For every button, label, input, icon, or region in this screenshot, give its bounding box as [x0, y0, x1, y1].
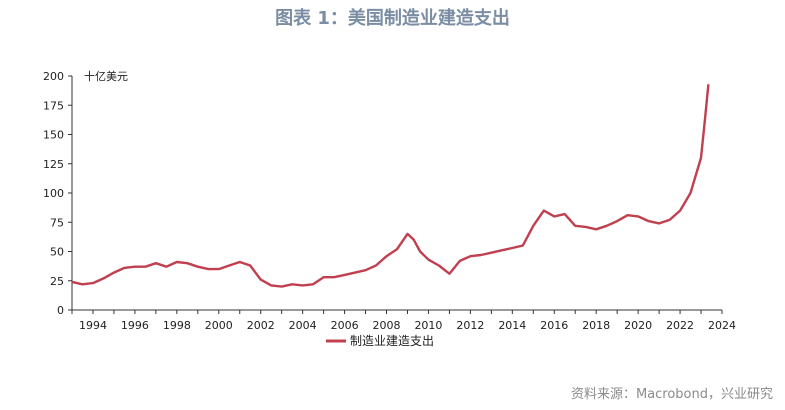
y-tick-label: 150: [43, 129, 64, 142]
x-tick-label: 2004: [289, 319, 317, 332]
x-tick-label: 1998: [163, 319, 191, 332]
x-tick-label: 2008: [373, 319, 401, 332]
x-tick-label: 2010: [414, 319, 442, 332]
x-tick-label: 2020: [624, 319, 652, 332]
axes: [71, 76, 722, 311]
x-tick-label: 2002: [247, 319, 275, 332]
series-lines: [71, 84, 710, 288]
chart-title: 图表 1：美国制造业建造支出: [275, 8, 510, 29]
x-tick-label: 1994: [79, 319, 107, 332]
y-axis-ticks: 0 25 50 75 100 125 150 175 200: [43, 70, 72, 317]
x-tick-label: 2014: [498, 319, 526, 332]
y-tick-label: 25: [50, 275, 64, 288]
x-axis-ticks: 1994 1996 1998 2000 2002 2004 2006 2008 2010 2012…: [71, 310, 736, 332]
y-unit-label: 十亿美元: [84, 69, 128, 83]
x-tick-label: 2000: [205, 319, 233, 332]
y-tick-label: 75: [50, 216, 64, 229]
x-tick-label: 2022: [666, 319, 694, 332]
y-tick-label: 200: [43, 70, 64, 83]
series-line: [71, 84, 710, 288]
source-note: 资料来源：Macrobond，兴业研究: [570, 387, 773, 402]
y-tick-label: 125: [43, 158, 64, 171]
x-tick-label: 2012: [456, 319, 484, 332]
y-tick-label: 175: [43, 99, 64, 112]
x-tick-label: 2016: [540, 319, 568, 332]
y-tick-label: 100: [43, 187, 64, 200]
legend-label: 制造业建造支出: [350, 334, 434, 348]
y-tick-label: 50: [50, 246, 64, 259]
y-tick-label: 0: [57, 304, 64, 317]
legend: 制造业建造支出: [326, 334, 434, 348]
x-tick-label: 1996: [121, 319, 149, 332]
x-tick-label: 2006: [331, 319, 359, 332]
x-tick-label: 2018: [582, 319, 610, 332]
x-tick-label: 2024: [708, 319, 736, 332]
